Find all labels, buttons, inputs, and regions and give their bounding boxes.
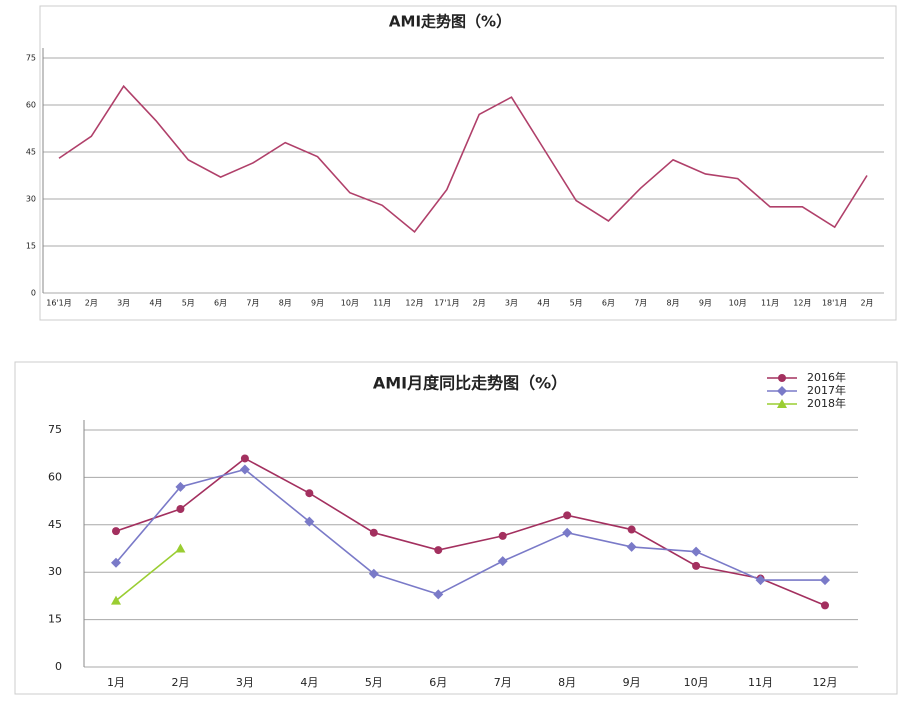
x-tick-label: 1月	[107, 676, 125, 689]
marker	[498, 531, 507, 540]
y-tick-label: 45	[48, 518, 62, 531]
legend-marker	[777, 399, 787, 408]
x-tick-label: 5月	[570, 299, 583, 308]
x-tick-label: 11月	[748, 676, 773, 689]
y-tick-label: 60	[26, 101, 36, 110]
x-tick-label: 6月	[214, 299, 227, 308]
y-tick-label: 60	[48, 470, 62, 483]
legend-label: 2018年	[807, 396, 846, 410]
y-tick-label: 15	[48, 613, 62, 626]
x-tick-label: 5月	[365, 676, 383, 689]
x-tick-label: 17'1月	[434, 299, 459, 308]
marker	[755, 575, 766, 586]
x-tick-label: 8月	[279, 299, 292, 308]
marker	[240, 454, 249, 463]
y-tick-label: 30	[26, 195, 36, 204]
marker	[627, 525, 636, 534]
marker	[176, 505, 185, 513]
y-tick-label: 45	[26, 148, 36, 157]
x-tick-label: 18'1月	[822, 299, 847, 308]
x-tick-label: 11月	[373, 299, 391, 308]
legend-marker	[777, 386, 787, 396]
x-tick-label: 3月	[117, 299, 130, 308]
marker	[111, 595, 121, 605]
marker	[434, 546, 443, 555]
x-tick-label: 9月	[699, 299, 712, 308]
chart-frame	[14, 361, 898, 695]
x-tick-label: 8月	[558, 676, 576, 689]
marker	[563, 511, 572, 520]
x-tick-label: 9月	[623, 676, 641, 689]
y-tick-label: 75	[26, 54, 36, 63]
x-tick-label: 7月	[634, 299, 647, 308]
marker	[626, 541, 637, 552]
y-tick-label: 30	[48, 565, 62, 578]
x-tick-label: 3月	[236, 676, 254, 689]
x-tick-label: 4月	[537, 299, 550, 308]
legend-marker	[778, 374, 786, 382]
legend-label: 2017年	[807, 383, 846, 397]
x-tick-label: 10月	[341, 299, 359, 308]
x-tick-label: 5月	[182, 299, 195, 308]
x-tick-label: 6月	[602, 299, 615, 308]
marker	[111, 557, 121, 568]
marker	[112, 527, 120, 536]
x-tick-label: 3月	[505, 299, 518, 308]
marker	[820, 575, 830, 586]
line	[115, 457, 826, 607]
y-tick-label: 0	[31, 289, 36, 298]
y-tick-label: 0	[55, 660, 62, 673]
x-tick-label: 12月	[405, 299, 423, 308]
x-tick-label: 12月	[813, 676, 838, 689]
chart-frame	[39, 5, 897, 321]
marker	[175, 543, 186, 553]
x-tick-label: 2月	[473, 299, 486, 308]
chart-title: AMI月度同比走势图（%）	[373, 374, 567, 393]
line	[115, 468, 825, 596]
marker	[368, 568, 379, 579]
x-tick-label: 4月	[300, 676, 318, 689]
marker	[369, 528, 378, 537]
marker	[305, 489, 314, 498]
marker	[692, 561, 701, 570]
x-tick-label: 4月	[149, 299, 162, 308]
marker	[175, 481, 186, 492]
marker	[821, 601, 829, 610]
y-tick-label: 75	[48, 423, 62, 436]
y-tick-label: 15	[26, 242, 36, 251]
x-tick-label: 12月	[793, 299, 811, 308]
x-tick-label: 10月	[729, 299, 747, 308]
x-tick-label: 2月	[860, 299, 873, 308]
x-tick-label: 9月	[311, 299, 324, 308]
x-tick-label: 8月	[667, 299, 680, 308]
marker	[691, 546, 702, 557]
x-tick-label: 2月	[85, 299, 98, 308]
marker	[239, 464, 250, 475]
marker	[433, 589, 444, 600]
line	[115, 547, 181, 602]
marker	[562, 527, 573, 538]
x-tick-label: 16'1月	[46, 299, 71, 308]
marker	[304, 516, 315, 527]
x-tick-label: 2月	[171, 676, 189, 689]
line	[58, 84, 868, 234]
marker	[497, 556, 508, 567]
x-tick-label: 7月	[246, 299, 259, 308]
x-tick-label: 11月	[761, 299, 779, 308]
x-tick-label: 6月	[429, 676, 447, 689]
legend-label: 2016年	[807, 370, 846, 384]
x-tick-label: 10月	[684, 676, 709, 689]
x-tick-label: 7月	[494, 676, 512, 689]
chart-title: AMI走势图（%）	[389, 13, 511, 31]
